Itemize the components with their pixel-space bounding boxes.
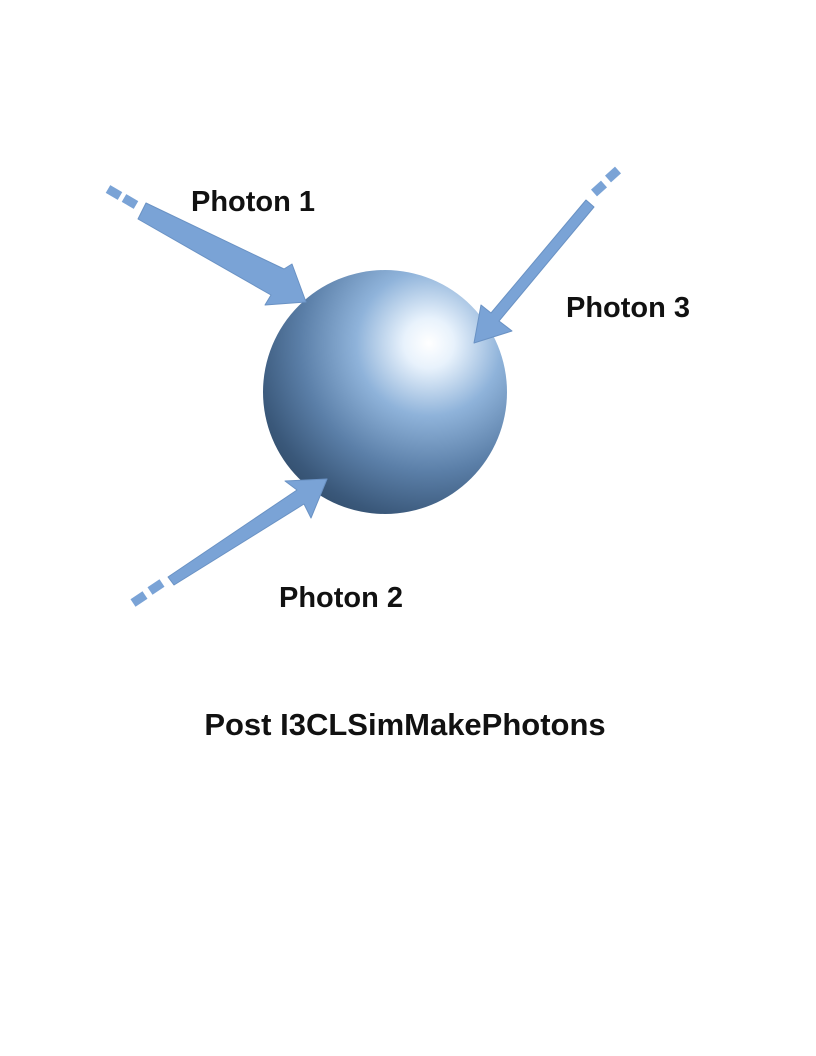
photon-1-dash — [105, 185, 123, 200]
photon-1-arrow — [105, 185, 307, 306]
photon-2-label: Photon 2 — [279, 582, 403, 614]
photon-1-label: Photon 1 — [191, 186, 315, 218]
photon-1-dash — [121, 194, 139, 209]
photon-1-shaft-arrow — [137, 202, 307, 306]
photon-3-label: Photon 3 — [566, 292, 690, 324]
photon-3-dash — [590, 180, 608, 197]
photon-3-arrow — [473, 166, 622, 344]
photon-2-arrow — [130, 478, 328, 607]
photon-2-dash — [147, 579, 165, 595]
photon-3-shaft-arrow — [473, 199, 595, 344]
photon-3-dash — [604, 166, 622, 183]
diagram-caption: Post I3CLSimMakePhotons — [204, 707, 605, 742]
photon-2-dash — [130, 591, 148, 607]
photon-2-shaft-arrow — [167, 478, 328, 586]
sphere-body — [263, 270, 507, 514]
